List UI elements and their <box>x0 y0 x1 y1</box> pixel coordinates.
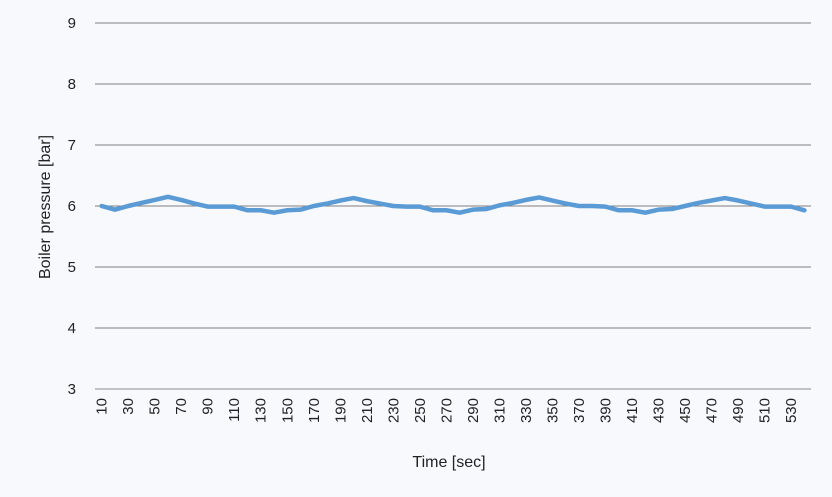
x-tick-label: 430 <box>651 398 668 423</box>
x-tick-label: 190 <box>332 398 349 423</box>
y-tick-labels: 3 4 5 6 7 8 9 <box>68 15 76 398</box>
y-tick-label: 4 <box>68 320 76 337</box>
x-tick-label: 150 <box>279 398 296 423</box>
y-tick-label: 9 <box>68 15 76 32</box>
x-tick-label: 410 <box>624 398 641 423</box>
x-tick-label: 330 <box>518 398 535 423</box>
series-line-0 <box>99 194 807 215</box>
x-tick-label: 510 <box>757 398 774 423</box>
x-tick-label: 270 <box>438 398 455 423</box>
x-tick-labels: 10 30 50 70 90 110 130 150 170 190 210 230 250 270 290… <box>94 398 800 423</box>
x-tick-label: 350 <box>544 398 561 423</box>
x-tick-label: 250 <box>412 398 429 423</box>
x-tick-label: 70 <box>173 398 190 415</box>
x-tick-label: 30 <box>120 398 137 415</box>
x-tick-label: 530 <box>783 398 800 423</box>
series-group <box>99 194 807 215</box>
x-axis-title: Time [sec] <box>412 454 485 471</box>
y-tick-label: 3 <box>68 381 76 398</box>
y-tick-label: 7 <box>68 137 76 154</box>
y-tick-label: 5 <box>68 259 76 276</box>
x-tick-label: 370 <box>571 398 588 423</box>
y-tick-label: 6 <box>68 198 76 215</box>
x-tick-label: 290 <box>465 398 482 423</box>
x-tick-label: 230 <box>385 398 402 423</box>
x-tick-label: 110 <box>226 398 243 422</box>
x-tick-label: 390 <box>597 398 614 423</box>
x-tick-label: 90 <box>200 398 217 415</box>
x-tick-label: 470 <box>704 398 721 423</box>
x-tick-label: 130 <box>253 398 270 423</box>
x-tick-label: 310 <box>491 398 508 423</box>
x-tick-label: 450 <box>677 398 694 423</box>
y-axis-title: Boiler pressure [bar] <box>37 135 54 279</box>
y-tick-label: 8 <box>68 76 76 93</box>
x-tick-label: 10 <box>94 398 111 415</box>
x-tick-label: 50 <box>147 398 164 415</box>
x-tick-label: 210 <box>359 398 376 423</box>
x-tick-label: 490 <box>730 398 747 423</box>
x-tick-label: 170 <box>306 398 323 423</box>
